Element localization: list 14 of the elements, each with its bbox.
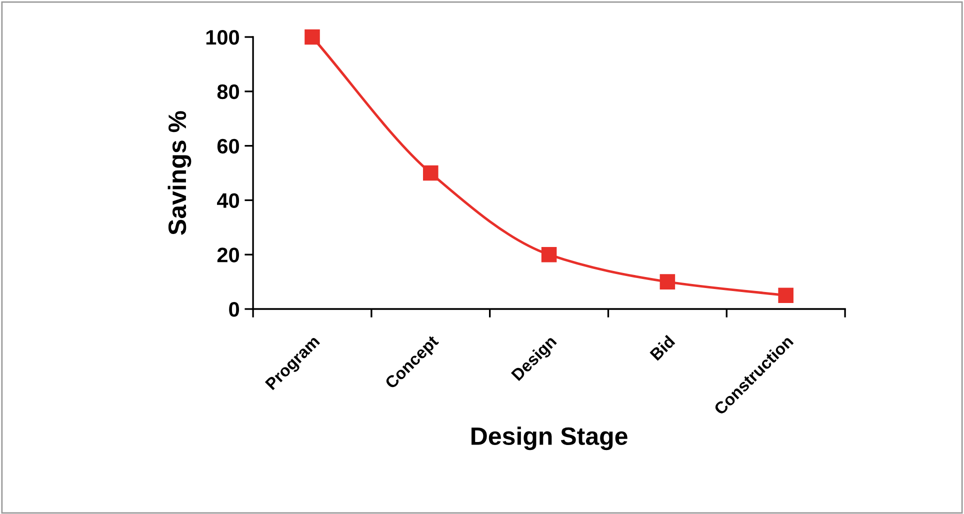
y-tick-label: 20 (217, 248, 240, 262)
y-tick-label: 0 (229, 302, 240, 317)
point (304, 29, 320, 45)
y-tick-label: 60 (217, 138, 240, 154)
point (778, 288, 794, 304)
point (423, 165, 438, 181)
x-tick-label: Bid (649, 334, 676, 361)
point (660, 274, 676, 290)
y-tick-label: 80 (217, 84, 240, 100)
y-tick-label: 100 (206, 30, 240, 45)
y-axis-title: Savings % (168, 111, 192, 235)
x-axis-title: Design Stage (472, 426, 628, 450)
y-tick-label: 40 (217, 193, 240, 208)
point (541, 246, 557, 262)
